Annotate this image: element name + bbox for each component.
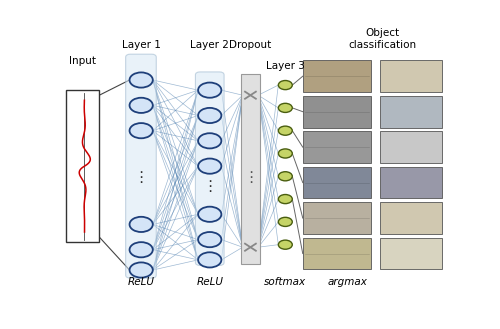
Circle shape: [198, 252, 222, 267]
Circle shape: [130, 72, 153, 88]
Bar: [303, 167, 370, 198]
Bar: [380, 61, 442, 92]
Bar: [380, 167, 442, 198]
Circle shape: [130, 123, 153, 138]
Circle shape: [198, 159, 222, 174]
Text: ⋮: ⋮: [243, 170, 258, 185]
Circle shape: [198, 232, 222, 247]
Bar: [303, 96, 370, 128]
Text: Input: Input: [69, 56, 96, 66]
Circle shape: [198, 133, 222, 148]
Bar: [303, 202, 370, 234]
FancyBboxPatch shape: [241, 74, 260, 264]
Circle shape: [278, 103, 292, 113]
Circle shape: [278, 172, 292, 181]
Bar: [380, 202, 442, 234]
FancyBboxPatch shape: [196, 72, 224, 266]
Text: Layer 2: Layer 2: [190, 39, 229, 50]
Circle shape: [198, 207, 222, 222]
Text: Layer 3: Layer 3: [266, 61, 305, 71]
Bar: [380, 238, 442, 269]
Text: ReLU: ReLU: [196, 277, 223, 287]
Circle shape: [130, 263, 153, 278]
FancyBboxPatch shape: [66, 90, 100, 242]
Circle shape: [198, 83, 222, 98]
Bar: [303, 61, 370, 92]
Text: ⋮: ⋮: [202, 179, 218, 194]
Text: Layer 1: Layer 1: [122, 39, 160, 50]
Circle shape: [278, 81, 292, 89]
Text: Dropout: Dropout: [230, 39, 272, 50]
Bar: [380, 96, 442, 128]
Circle shape: [198, 108, 222, 123]
Circle shape: [130, 217, 153, 232]
Bar: [303, 131, 370, 163]
Circle shape: [278, 217, 292, 226]
Circle shape: [278, 240, 292, 249]
Circle shape: [278, 149, 292, 158]
Circle shape: [130, 242, 153, 257]
Text: softmax: softmax: [264, 277, 306, 287]
Text: ⋮: ⋮: [134, 170, 149, 185]
Bar: [380, 131, 442, 163]
Circle shape: [130, 98, 153, 113]
Circle shape: [278, 126, 292, 135]
Text: argmax: argmax: [328, 277, 367, 287]
Text: Object
classification: Object classification: [348, 28, 416, 50]
Circle shape: [278, 194, 292, 204]
Text: ReLU: ReLU: [128, 277, 154, 287]
Bar: [303, 238, 370, 269]
FancyBboxPatch shape: [126, 54, 156, 278]
